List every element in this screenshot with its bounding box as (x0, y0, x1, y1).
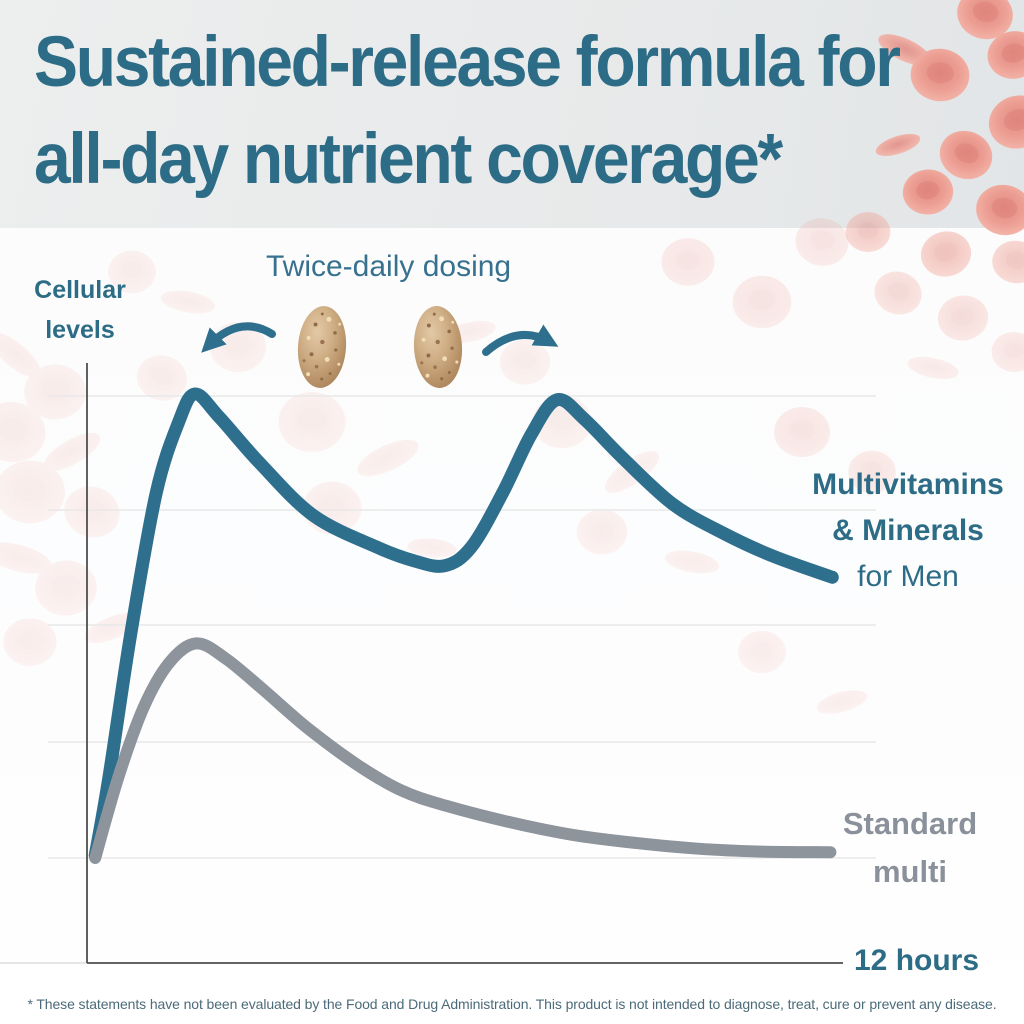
x-axis-label: 12 hours (854, 944, 980, 977)
fda-disclaimer: * These statements have not been evaluat… (27, 996, 997, 1012)
dosing-annotation: Twice-daily dosing (266, 250, 512, 283)
supplement-pill-image (411, 304, 465, 390)
series-label-line-1: Standard (842, 806, 978, 841)
series-label-line-1: Multivitamins (812, 468, 1004, 501)
curved-arrow-right-icon (482, 324, 559, 356)
gridlines (0, 395, 876, 964)
curved-arrow-left-icon (201, 322, 276, 353)
series-label-line-2: multi (872, 854, 948, 889)
y-axis-label-line-1: Cellular (34, 276, 126, 304)
y-axis-label-line-2: levels (45, 316, 115, 344)
title-line-2: all-day nutrient coverage* (34, 120, 783, 199)
series-label-line-2: & Minerals (832, 514, 984, 547)
supplement-pill-image (295, 304, 349, 390)
series-label-standard-multi: Standard multi (798, 800, 1022, 896)
series-label-multivitamins: Multivitamins & Minerals for Men (788, 462, 1024, 600)
title-line-1: Sustained-release formula for (34, 23, 901, 102)
y-axis-label: Cellular levels (24, 270, 136, 350)
series-label-line-3: for Men (857, 560, 959, 593)
standard-multi-curve (89, 637, 837, 864)
sustained-release-curve (88, 387, 839, 863)
axes (86, 363, 843, 964)
header-band (0, 0, 1024, 228)
page-title: Sustained-release formula for all-day nu… (34, 14, 901, 208)
